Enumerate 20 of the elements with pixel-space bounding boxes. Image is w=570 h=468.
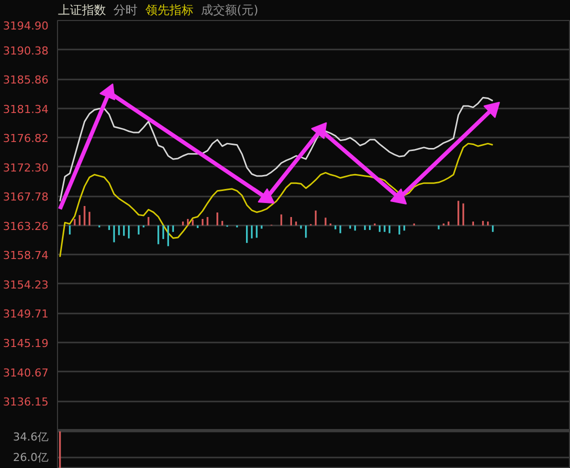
- y-tick-label: 3163.26: [3, 220, 49, 233]
- y-tick-label: 3145.19: [3, 336, 49, 350]
- y-tick-label: 3149.71: [3, 308, 49, 321]
- y-tick-label: 3172.30: [3, 161, 49, 174]
- y-tick-label: 3167.78: [3, 190, 49, 204]
- y-tick-label: 34.6亿: [13, 430, 49, 444]
- y-tick-label: 3181.34: [3, 102, 49, 116]
- y-tick-label: 3136.15: [3, 396, 49, 409]
- y-tick-label: 3140.67: [3, 366, 49, 380]
- chart-subtitle: 分时: [114, 3, 138, 17]
- y-tick-label: 26.0亿: [13, 451, 49, 464]
- y-tick-label: 3190.38: [3, 44, 49, 58]
- y-tick-label: 3194.90: [3, 20, 49, 32]
- text: 成交额(元): [200, 3, 258, 17]
- chart-title: 上证指数: [58, 3, 106, 17]
- y-tick-label: 3176.82: [3, 132, 49, 146]
- y-tick-label: 3158.74: [3, 249, 49, 262]
- y-tick-label: 3185.86: [3, 74, 49, 87]
- y-tick-label: 3154.23: [3, 278, 49, 292]
- text: 领先指标: [145, 3, 194, 17]
